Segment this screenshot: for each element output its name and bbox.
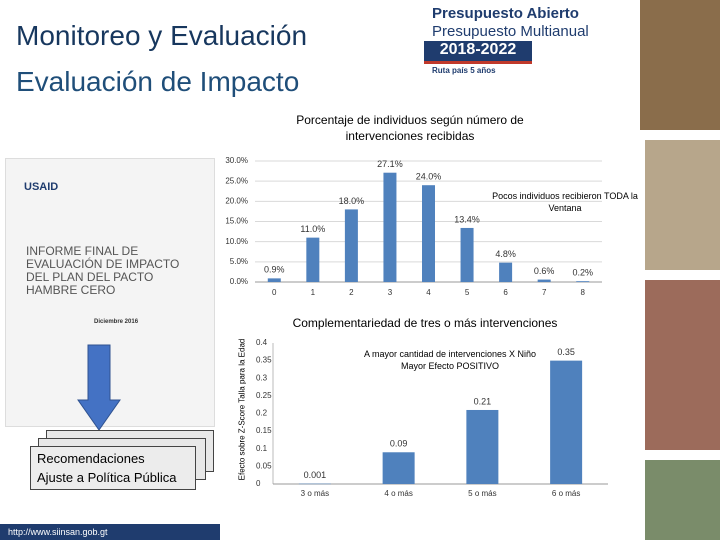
value-label: 11.0% [300,224,325,234]
y-tick-label: 0.2 [256,409,268,418]
x-tick-label: 3 [388,288,393,297]
logo-line2: Presupuesto Multianual [432,23,589,40]
document-agency: USAID [24,181,59,193]
bar [422,185,435,282]
bar [550,360,583,484]
chart-title: Porcentaje de individuos según número de… [296,113,524,143]
x-tick-label: 6 [503,288,508,297]
bar [344,209,358,282]
y-tick-label: 30.0% [225,156,248,165]
x-tick-label: 5 [465,288,470,297]
bar [306,237,320,282]
photo [645,280,720,450]
x-tick-label: 2 [349,288,354,297]
y-tick-label: 15.0% [225,217,248,226]
chart-title: Complementariedad de tres o más interven… [292,316,558,330]
y-tick-label: 20.0% [225,196,248,205]
bar [267,278,281,282]
bar [383,172,397,282]
value-label: 0.9% [264,265,285,275]
slide-subtitle: Evaluación de Impacto [16,66,300,97]
bar [460,227,474,282]
logo-tagline: Ruta país 5 años [432,66,496,75]
x-tick-label: 4 [426,288,431,297]
x-tick-label: 4 o más [384,489,412,498]
value-label: 0.001 [304,470,327,480]
y-tick-label: 25.0% [225,176,248,185]
photo [645,140,720,270]
bar [537,279,551,282]
bar [499,262,513,282]
y-tick-label: 0.1 [256,444,268,453]
x-tick-label: 8 [580,288,585,297]
y-tick-label: 0.4 [256,338,268,347]
value-label: 0.35 [557,347,575,357]
x-tick-label: 5 o más [468,489,496,498]
y-tick-label: 0.25 [256,391,272,400]
box-line2: Ajuste a Política Pública [37,470,177,485]
document-date: Diciembre 2016 [94,319,139,325]
down-arrow [77,344,121,431]
box-line1: Recomendaciones [37,451,145,466]
y-tick-label: 0.0% [230,277,248,286]
logo-years: 2018-2022 [424,41,532,64]
bar [382,452,415,484]
box-front: Recomendaciones Ajuste a Política Públic… [30,446,196,490]
logo: Presupuesto Abierto Presupuesto Multianu… [404,0,634,82]
value-label: 4.8% [495,249,516,259]
url-bar: http://www.siinsan.gob.gt [0,524,220,540]
annotation: A mayor cantidad de intervenciones X Niñ… [363,349,537,371]
bar [298,483,331,485]
photo [645,460,720,540]
y-tick-label: 0.05 [256,461,272,470]
document-title: INFORME FINAL DE EVALUACIÓN DE IMPACTO D… [26,244,180,297]
y-tick-label: 10.0% [225,237,248,246]
x-tick-label: 6 o más [552,489,580,498]
bar [466,409,499,484]
y-tick-label: 0.3 [256,373,268,382]
url: http://www.siinsan.gob.gt [8,527,108,537]
value-label: 0.6% [534,266,555,276]
logo-line1: Presupuesto Abierto [432,5,579,22]
x-tick-label: 7 [542,288,547,297]
bar [576,281,590,282]
value-label: 0.2% [572,268,593,278]
photo [640,0,720,130]
annotation: Pocos individuos recibieron TODA la Vent… [492,191,638,213]
y-tick-label: 0.15 [256,426,272,435]
slide-title: Monitoreo y Evaluación [16,20,308,51]
value-label: 27.1% [377,159,403,169]
value-label: 0.21 [474,396,492,406]
value-label: 13.4% [454,214,480,224]
value-label: 0.09 [390,439,408,449]
x-tick-label: 0 [272,288,277,297]
y-tick-label: 0 [256,479,261,488]
y-tick-label: 0.35 [256,356,272,365]
value-label: 24.0% [416,172,442,182]
value-label: 18.0% [339,196,365,206]
y-tick-label: 5.0% [230,257,248,266]
x-tick-label: 3 o más [301,489,329,498]
x-tick-label: 1 [311,288,316,297]
